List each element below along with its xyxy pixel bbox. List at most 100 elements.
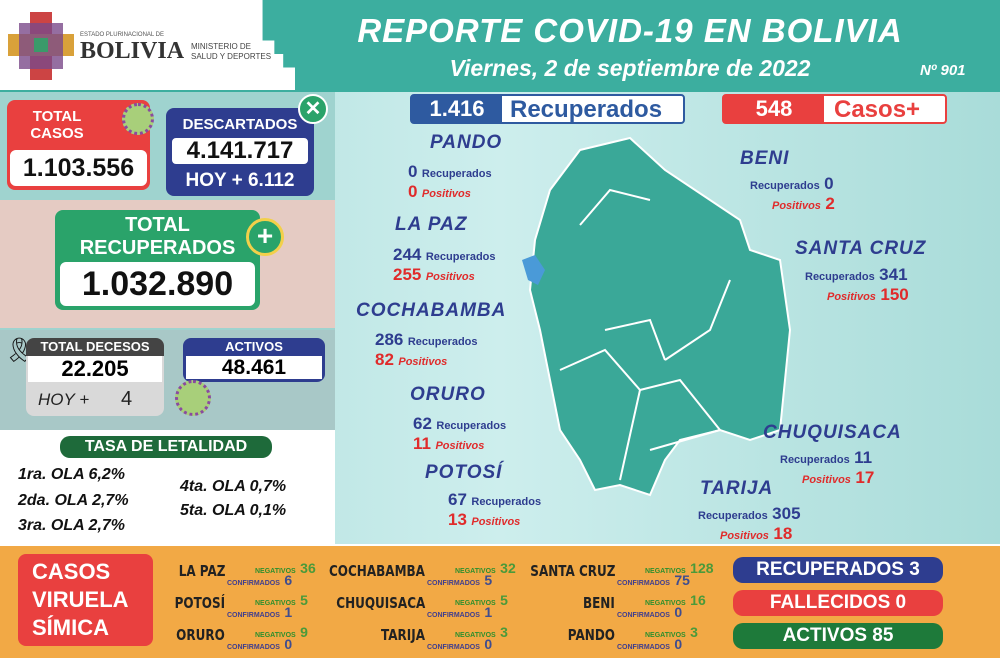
report-number: Nº 901 <box>920 62 966 79</box>
dept-recuperados-label: Recuperados <box>805 271 875 283</box>
virus-icon <box>175 380 211 416</box>
conf-value: 0 <box>674 636 683 652</box>
neg-value: 9 <box>300 624 308 640</box>
viruela-confirmados: CONFIRMADOS 0 <box>617 636 682 654</box>
viruela-confirmados: CONFIRMADOS 0 <box>427 636 492 654</box>
dept-recuperados-value: 11 <box>854 448 873 467</box>
recuperados-day-label: Recuperados <box>510 96 663 123</box>
dept-name: COCHABAMBA <box>356 300 507 321</box>
viruela-dept-name: LA PAZ <box>178 562 225 580</box>
conf-label: CONFIRMADOS <box>227 612 280 619</box>
dept-positivos-label: Positivos <box>435 440 485 452</box>
logo-area: ESTADO PLURINACIONAL DE BOLIVIA MINISTER… <box>0 0 295 90</box>
neg-value: 32 <box>500 560 516 576</box>
total-casos-card: TOTAL CASOS 1.103.556 <box>7 100 150 190</box>
neg-label: NEGATIVOS <box>455 568 496 575</box>
descartados-label: DESCARTADOS <box>182 116 298 133</box>
dept-recuperados: 67 Recuperados <box>448 490 541 510</box>
dept-positivos-label: Positivos <box>720 530 769 542</box>
neg-label: NEGATIVOS <box>255 632 296 639</box>
ola-4: 4ta. OLA 0,7% <box>180 478 287 495</box>
dept-recuperados-value: 286 <box>375 330 404 349</box>
ola-3: 3ra. OLA 2,7% <box>18 517 126 534</box>
viruela-negativos: NEGATIVOS 36 <box>227 560 316 578</box>
dept-recuperados-label: Recuperados <box>421 168 492 180</box>
casos-day-badge: 548 Casos+ <box>722 94 947 124</box>
activos-label: ACTIVOS <box>225 339 283 354</box>
dept-positivos-value: 11 <box>413 434 431 453</box>
decesos-hoy-value: 4 <box>121 388 133 410</box>
dept-positivos-value: 2 <box>825 194 835 213</box>
ministry-line-2: SALUD Y DEPORTES <box>191 52 272 61</box>
dept-positivos: 82 Positivos <box>375 350 447 370</box>
dept-positivos-value: 150 <box>880 285 909 304</box>
dept-name: ORURO <box>410 384 486 405</box>
dept-name: CHUQUISACA <box>763 422 902 443</box>
viruela-dept-name: BENI <box>583 594 615 612</box>
dept-name: BENI <box>740 148 790 169</box>
dept-recuperados-value: 67 <box>448 490 467 509</box>
dept-positivos-value: 255 <box>393 265 422 284</box>
dept-positivos-value: 18 <box>773 524 793 543</box>
viruela-fallecidos: FALLECIDOS 0 <box>733 590 943 616</box>
conf-value: 75 <box>674 572 690 588</box>
dept-recuperados-value: 62 <box>413 414 432 433</box>
total-casos-label-2: CASOS <box>30 125 84 142</box>
dept-recuperados-label: Recuperados <box>436 420 507 432</box>
conf-value: 0 <box>674 604 683 620</box>
decesos-value: 22.205 <box>28 356 162 382</box>
viruela-negativos: NEGATIVOS 32 <box>427 560 516 578</box>
viruela-dept-name: TARIJA <box>381 626 425 644</box>
recuperados-day-value: 1.416 <box>412 96 502 122</box>
virus-icon <box>122 103 154 135</box>
neg-label: NEGATIVOS <box>255 568 296 575</box>
viruela-dept-name: CHUQUISACA <box>335 594 425 612</box>
neg-label: NEGATIVOS <box>645 632 686 639</box>
activos-card: ACTIVOS 48.461 <box>183 338 325 382</box>
total-recuperados-value: 1.032.890 <box>60 262 255 306</box>
dept-positivos-label: Positivos <box>425 271 475 283</box>
viruela-title-3: SÍMICA <box>32 615 109 640</box>
bolivia-emblem-icon <box>8 12 74 80</box>
dept-recuperados: 244 Recuperados <box>393 245 496 265</box>
ola-1: 1ra. OLA 6,2% <box>18 466 126 483</box>
decesos-label: TOTAL DECESOS <box>26 338 164 356</box>
report-date: Viernes, 2 de septiembre de 2022 <box>449 55 811 81</box>
dept-positivos: 0 Positivos <box>408 182 471 202</box>
viruela-title: CASOS VIRUELA SÍMICA <box>18 554 153 646</box>
dept-positivos: Positivos 150 <box>827 285 909 305</box>
neg-label: NEGATIVOS <box>255 600 296 607</box>
dept-recuperados-label: Recuperados <box>407 336 478 348</box>
neg-label: NEGATIVOS <box>645 600 686 607</box>
dept-positivos-value: 0 <box>408 182 418 201</box>
dept-recuperados: Recuperados 341 <box>805 265 908 285</box>
conf-label: CONFIRMADOS <box>617 612 670 619</box>
dept-recuperados-label: Recuperados <box>780 454 850 466</box>
total-recuperados-card: TOTAL RECUPERADOS 1.032.890 <box>55 210 260 310</box>
conf-value: 1 <box>284 604 293 620</box>
viruela-confirmados: CONFIRMADOS 0 <box>227 636 292 654</box>
total-recuperados-label-1: TOTAL <box>125 214 190 236</box>
decesos-hoy-label: HOY + <box>38 390 90 409</box>
conf-label: CONFIRMADOS <box>427 644 480 651</box>
recuperados-day-badge: 1.416 Recuperados <box>410 94 685 124</box>
dept-positivos-label: Positivos <box>421 188 471 200</box>
descartados-hoy: HOY + 6.112 <box>185 170 295 191</box>
dept-positivos-value: 13 <box>448 510 467 529</box>
dept-recuperados-value: 0 <box>408 162 418 181</box>
viruela-dept-name: COCHABAMBA <box>329 562 425 580</box>
letalidad-title: TASA DE LETALIDAD <box>60 436 272 458</box>
ola-5: 5ta. OLA 0,1% <box>180 502 287 519</box>
neg-value: 36 <box>300 560 316 576</box>
descartados-value: 4.141.717 <box>170 136 310 166</box>
dept-recuperados-value: 0 <box>824 174 834 193</box>
ministry-line-1: MINISTERIO DE <box>191 42 252 51</box>
viruela-title-2: VIRUELA <box>32 587 129 612</box>
dept-recuperados: Recuperados 305 <box>698 504 801 524</box>
ola-2: 2da. OLA 2,7% <box>18 492 129 509</box>
viruela-dept-name: SANTA CRUZ <box>529 562 615 580</box>
decesos-card: TOTAL DECESOS 22.205 HOY + 4 <box>26 338 164 416</box>
dept-positivos: 255 Positivos <box>393 265 475 285</box>
neg-label: NEGATIVOS <box>645 568 686 575</box>
viruela-negativos: NEGATIVOS 3 <box>427 624 508 642</box>
